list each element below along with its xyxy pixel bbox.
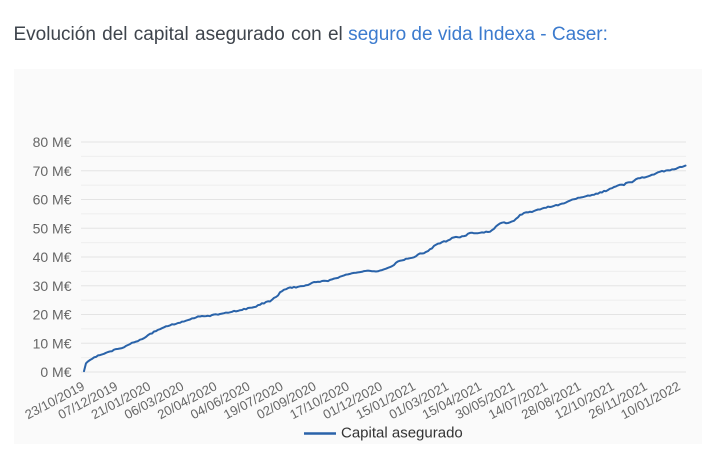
svg-text:0 M€: 0 M€: [40, 364, 71, 380]
svg-text:50 M€: 50 M€: [33, 220, 72, 236]
svg-text:40 M€: 40 M€: [33, 249, 72, 265]
svg-text:60 M€: 60 M€: [33, 192, 72, 208]
svg-text:Capital asegurado: Capital asegurado: [341, 425, 463, 442]
svg-text:70 M€: 70 M€: [33, 163, 72, 179]
svg-text:80 M€: 80 M€: [33, 134, 72, 150]
svg-text:20 M€: 20 M€: [33, 307, 72, 323]
svg-text:30 M€: 30 M€: [33, 278, 72, 294]
svg-text:10 M€: 10 M€: [33, 335, 72, 351]
